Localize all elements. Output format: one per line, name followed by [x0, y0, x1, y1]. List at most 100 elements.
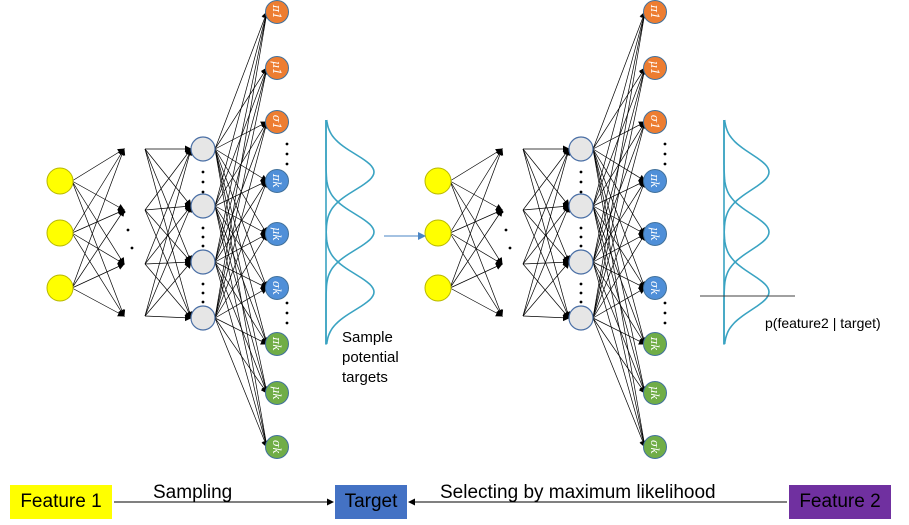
- output-vdot: [285, 301, 289, 305]
- output-node: [643, 110, 667, 134]
- output-symbol: μk: [270, 386, 283, 400]
- sample-label-line3: targets: [342, 369, 388, 386]
- left-gaussian: [325, 120, 375, 345]
- output-symbol: σ1: [270, 115, 283, 130]
- network-edges: [71, 11, 648, 448]
- feature2-box: Feature 2: [789, 485, 891, 519]
- hidden-vdot: [579, 291, 583, 295]
- selecting-label: Selecting by maximum likelihood: [440, 482, 716, 503]
- output-symbol: σ1: [648, 115, 661, 130]
- output-symbol: μ1: [648, 61, 661, 75]
- output-node: [643, 435, 667, 459]
- hidden-vdot: [201, 300, 205, 304]
- hidden-vdot: [579, 244, 583, 248]
- hidden-node: [568, 193, 594, 219]
- output-node: [643, 332, 667, 356]
- output-vdot: [663, 162, 667, 166]
- input-node: [424, 219, 452, 247]
- output-node: [265, 222, 289, 246]
- hidden-vdot: [201, 282, 205, 286]
- feature1-box: Feature 1: [10, 485, 112, 519]
- sampling-label: Sampling: [153, 482, 233, 503]
- output-vdot: [285, 311, 289, 315]
- output-symbol: μ1: [270, 61, 283, 75]
- layer1-dot: [130, 246, 134, 250]
- layer1-dot: [500, 210, 504, 214]
- output-vdot: [663, 321, 667, 325]
- hidden-vdot: [201, 244, 205, 248]
- output-node: [265, 56, 289, 80]
- hidden-node: [568, 136, 594, 162]
- input-node: [46, 274, 74, 302]
- hidden-vdot: [579, 170, 583, 174]
- left-gaussian: [325, 119, 375, 344]
- output-vdot: [285, 321, 289, 325]
- output-symbol: μk: [648, 386, 661, 400]
- output-node: [265, 332, 289, 356]
- input-node: [46, 219, 74, 247]
- output-symbol: μk: [270, 227, 283, 241]
- output-symbol: σk: [270, 440, 283, 455]
- hidden-vdot: [579, 226, 583, 230]
- layer1-dot: [504, 228, 508, 232]
- hidden-node: [190, 193, 216, 219]
- hidden-node: [190, 305, 216, 331]
- output-symbol: π1: [648, 4, 661, 19]
- sample-label-line2: potential: [342, 349, 399, 366]
- output-vdot: [285, 162, 289, 166]
- hidden-vdot: [579, 235, 583, 239]
- output-symbol: μk: [648, 227, 661, 241]
- output-symbol: πk: [270, 173, 283, 188]
- output-node: [643, 169, 667, 193]
- output-symbol: σk: [648, 440, 661, 455]
- hidden-vdot: [201, 291, 205, 295]
- output-vdot: [663, 152, 667, 156]
- output-vdot: [663, 311, 667, 315]
- right-gaussian: [723, 120, 770, 345]
- input-node: [46, 167, 74, 195]
- likelihood-label: p(feature2 | target): [765, 315, 881, 331]
- output-node: [643, 276, 667, 300]
- gaussian-curves: [325, 119, 795, 345]
- output-symbol: πk: [648, 173, 661, 188]
- target-box: Target: [335, 485, 407, 519]
- hidden-node: [190, 249, 216, 275]
- hidden-node: [190, 136, 216, 162]
- output-symbol: πk: [270, 336, 283, 351]
- output-vdot: [285, 142, 289, 146]
- output-vdot: [663, 142, 667, 146]
- hidden-vdot: [579, 282, 583, 286]
- layer1-dot: [122, 210, 126, 214]
- output-symbol: π1: [270, 4, 283, 19]
- output-node: [643, 0, 667, 24]
- ellipsis-dots: [122, 142, 667, 325]
- hidden-vdot: [201, 170, 205, 174]
- output-node: [265, 169, 289, 193]
- left-gaussian: [325, 120, 375, 344]
- hidden-vdot: [579, 300, 583, 304]
- network-nodes: π1 μ1 σ1 πk μk σk πk μk σk π1 μ1 σ1 πk μk σk πk μk σk: [46, 0, 667, 459]
- output-symbol: πk: [648, 336, 661, 351]
- output-node: [265, 110, 289, 134]
- hidden-vdot: [579, 180, 583, 184]
- hidden-vdot: [201, 190, 205, 194]
- output-node: [265, 276, 289, 300]
- output-node: [265, 0, 289, 24]
- output-node: [643, 56, 667, 80]
- output-node: [643, 381, 667, 405]
- hidden-node: [568, 305, 594, 331]
- hidden-node: [568, 249, 594, 275]
- output-symbol: σk: [270, 281, 283, 296]
- input-node: [424, 274, 452, 302]
- input-node: [424, 167, 452, 195]
- output-vdot: [663, 301, 667, 305]
- output-node: [643, 222, 667, 246]
- output-vdot: [285, 152, 289, 156]
- hidden-vdot: [201, 235, 205, 239]
- sample-label-line1: Sample: [342, 329, 393, 346]
- hidden-vdot: [201, 180, 205, 184]
- output-symbol: σk: [648, 281, 661, 296]
- output-node: [265, 435, 289, 459]
- right-gaussian: [723, 120, 770, 344]
